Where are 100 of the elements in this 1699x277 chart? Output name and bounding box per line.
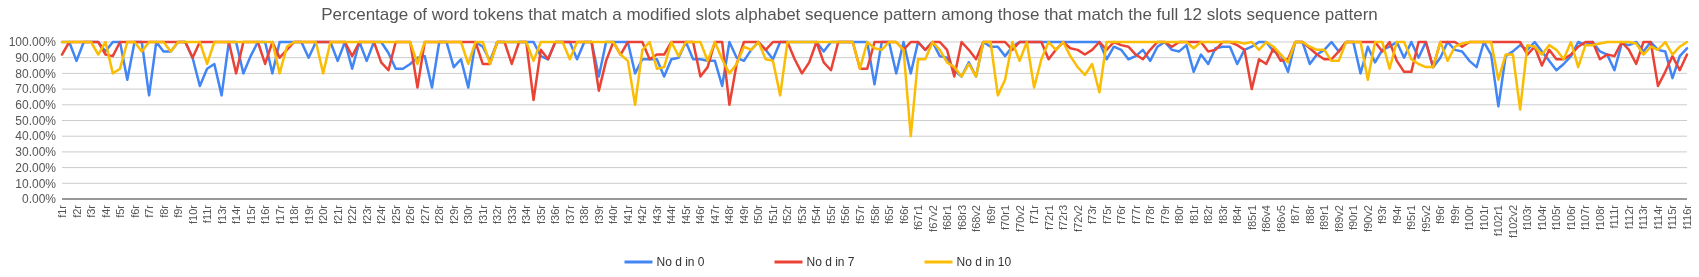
x-tick-label: f101r <box>1477 204 1490 231</box>
x-tick-label: f34r <box>520 204 533 224</box>
x-tick-label: f87r <box>1289 204 1302 224</box>
x-tick-label: f93r <box>1376 204 1389 224</box>
x-tick-label: f16r <box>259 204 272 224</box>
x-tick-label: f67r1 <box>912 205 925 231</box>
x-tick-label: f55r <box>824 204 837 224</box>
x-tick-label: f86v5 <box>1274 205 1287 232</box>
x-tick-label: f23r <box>360 204 373 224</box>
x-tick-label: f88r <box>1303 204 1316 224</box>
x-tick-label: f8r <box>157 204 170 218</box>
x-tick-label: f3r <box>85 204 98 218</box>
x-tick-label: f47r <box>708 204 721 224</box>
x-tick-label: f82r <box>1202 204 1215 224</box>
x-tick-label: f33r <box>505 204 518 224</box>
x-tick-label: f40r <box>607 204 620 224</box>
y-tick-label: 10.00% <box>15 176 57 191</box>
x-tick-label: f56r <box>839 204 852 224</box>
x-tick-label: f69r <box>984 204 997 224</box>
x-tick-label: f111r <box>1608 204 1621 229</box>
y-tick-label: 20.00% <box>15 160 57 175</box>
x-tick-label: f106r <box>1564 204 1577 231</box>
x-tick-label: f49r <box>737 204 750 224</box>
x-tick-label: f39r <box>592 204 605 224</box>
x-tick-label: f30r <box>462 204 475 224</box>
x-tick-label: f25r <box>389 204 402 224</box>
y-tick-label: 100.00% <box>8 35 57 50</box>
x-tick-label: f51r <box>766 204 779 224</box>
x-tick-label: f76r <box>1115 204 1128 224</box>
x-tick-label: f107r <box>1579 204 1592 231</box>
y-tick-label: 30.00% <box>15 145 57 160</box>
legend-label: No d in 10 <box>956 255 1012 270</box>
x-tick-label: f113r <box>1637 204 1650 230</box>
x-tick-label: f48r <box>723 204 736 224</box>
x-tick-label: f71r <box>1028 204 1041 224</box>
x-tick-label: f75r <box>1100 204 1113 224</box>
y-tick-label: 60.00% <box>15 98 57 112</box>
x-tick-label: f6r <box>128 204 141 218</box>
line-series <box>60 40 1689 138</box>
x-tick-label: f83r <box>1216 204 1229 224</box>
y-tick-label: 80.00% <box>15 66 57 81</box>
x-tick-label: f38r <box>578 204 591 224</box>
x-tick-label: f20r <box>317 204 330 224</box>
x-tick-label: f85r1 <box>1245 205 1258 231</box>
x-tick-label: f72r1 <box>1042 205 1055 231</box>
x-tick-label: f90v2 <box>1361 205 1374 232</box>
x-tick-label: f72r3 <box>1057 205 1070 231</box>
x-tick-label: f24r <box>375 204 388 224</box>
x-tick-label: f77r <box>1129 204 1142 224</box>
x-tick-label: f37r <box>563 204 576 224</box>
x-tick-label: f22r <box>346 204 359 224</box>
x-tick-label: f53r <box>795 204 808 224</box>
x-tick-label: f58r <box>868 204 881 224</box>
y-tick-label: 50.00% <box>15 113 57 128</box>
x-tick-label: f78r <box>1144 204 1157 224</box>
x-tick-label: f42r <box>636 204 649 224</box>
x-tick-label: f70v2 <box>1013 205 1026 232</box>
x-tick-label: f29r <box>447 204 460 224</box>
x-tick-label: f114r <box>1651 204 1664 230</box>
x-tick-label: f96r <box>1434 204 1447 224</box>
x-tick-label: f102r1 <box>1492 205 1505 237</box>
x-tick-label: f21r <box>331 204 344 224</box>
x-tick-label: f95v2 <box>1419 205 1432 232</box>
x-tick-label: f17r <box>273 204 286 224</box>
x-tick-label: f73r <box>1086 204 1099 224</box>
x-tick-label: f116r <box>1681 204 1693 230</box>
x-tick-label: f65r <box>883 204 896 224</box>
x-tick-label: f14r <box>230 204 243 224</box>
legend-label: No d in 0 <box>656 255 705 270</box>
x-tick-label: f7r <box>143 204 156 218</box>
x-tick-label: f13r <box>215 204 228 224</box>
x-tick-label: f102v2 <box>1506 205 1519 239</box>
x-tick-label: f105r <box>1550 204 1563 231</box>
x-tick-label: f46r <box>694 204 707 224</box>
x-tick-label: f79r <box>1158 204 1171 224</box>
x-tick-label: f28r <box>433 204 446 224</box>
x-tick-label: f68v2 <box>970 205 983 232</box>
x-tick-label: f89v2 <box>1332 205 1345 232</box>
x-tick-label: f112r <box>1622 204 1635 230</box>
x-tick-label: f99r <box>1448 204 1461 224</box>
x-tick-label: f108r <box>1593 204 1606 231</box>
x-tick-label: f31r <box>476 204 489 224</box>
x-tick-label: f26r <box>404 204 417 224</box>
x-tick-label: f2r <box>70 204 83 218</box>
x-tick-label: f43r <box>650 204 663 224</box>
chart-title: Percentage of word tokens that match a modified slots alphabet sequence pattern among those that match the full 12 slots sequence pattern <box>321 5 1378 24</box>
x-tick-label: f115r <box>1666 204 1679 230</box>
x-tick-label: f52r <box>781 204 794 224</box>
x-tick-label: f50r <box>752 204 765 224</box>
x-tick-label: f15r <box>244 204 257 224</box>
x-tick-label: f41r <box>621 204 634 224</box>
x-tick-label: f27r <box>418 204 431 224</box>
legend-label: No d in 7 <box>806 255 855 270</box>
x-tick-label: f9r <box>172 204 185 218</box>
x-tick-label: f57r <box>853 204 866 224</box>
x-tick-label: f35r <box>534 204 547 224</box>
x-tick-label: f32r <box>491 204 504 224</box>
x-tick-label: f81r <box>1187 204 1200 224</box>
x-tick-label: f80r <box>1173 204 1186 224</box>
x-tick-label: f18r <box>288 204 301 224</box>
